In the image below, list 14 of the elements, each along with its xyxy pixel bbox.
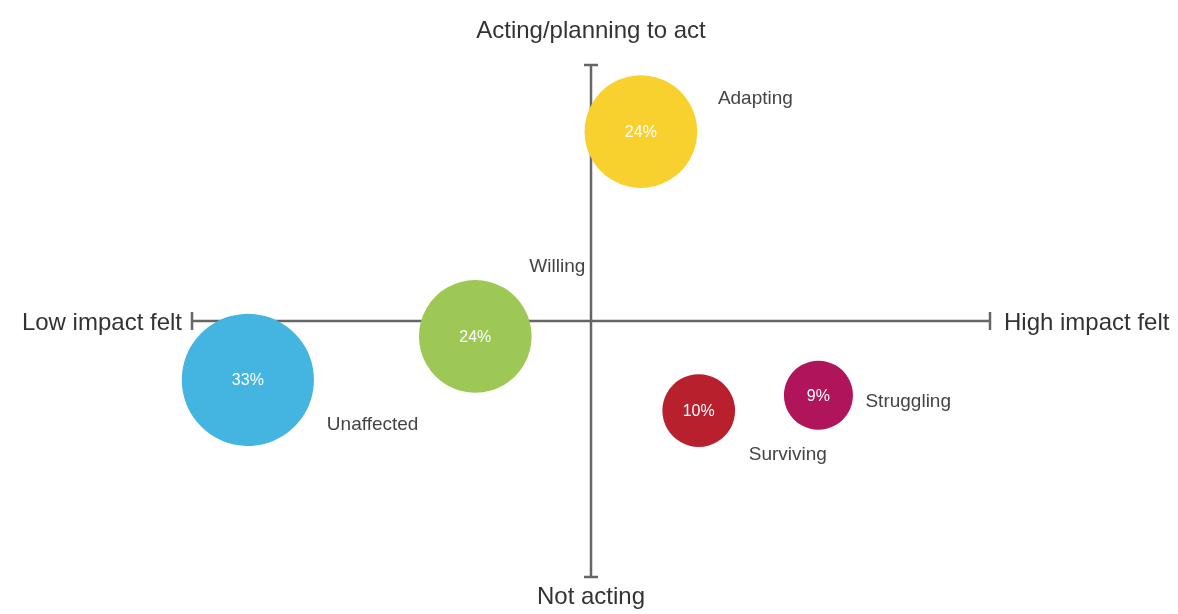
category-label: Adapting — [717, 87, 793, 109]
data-label: 33% — [231, 371, 264, 389]
text: High impact felt — [1004, 307, 1170, 335]
text: Acting/planning to act — [476, 15, 707, 43]
data-label: 9% — [806, 386, 830, 404]
category-label: Willing — [529, 254, 586, 276]
data-label: 10% — [682, 402, 715, 420]
data-label: 24% — [459, 327, 492, 345]
category-label: Struggling — [865, 389, 951, 411]
text: Low impact felt — [21, 307, 183, 335]
category-label: Surviving — [748, 443, 827, 465]
category-label: Unaffected — [326, 413, 419, 435]
text: Not acting — [536, 581, 646, 609]
data-label: 24% — [624, 123, 657, 141]
